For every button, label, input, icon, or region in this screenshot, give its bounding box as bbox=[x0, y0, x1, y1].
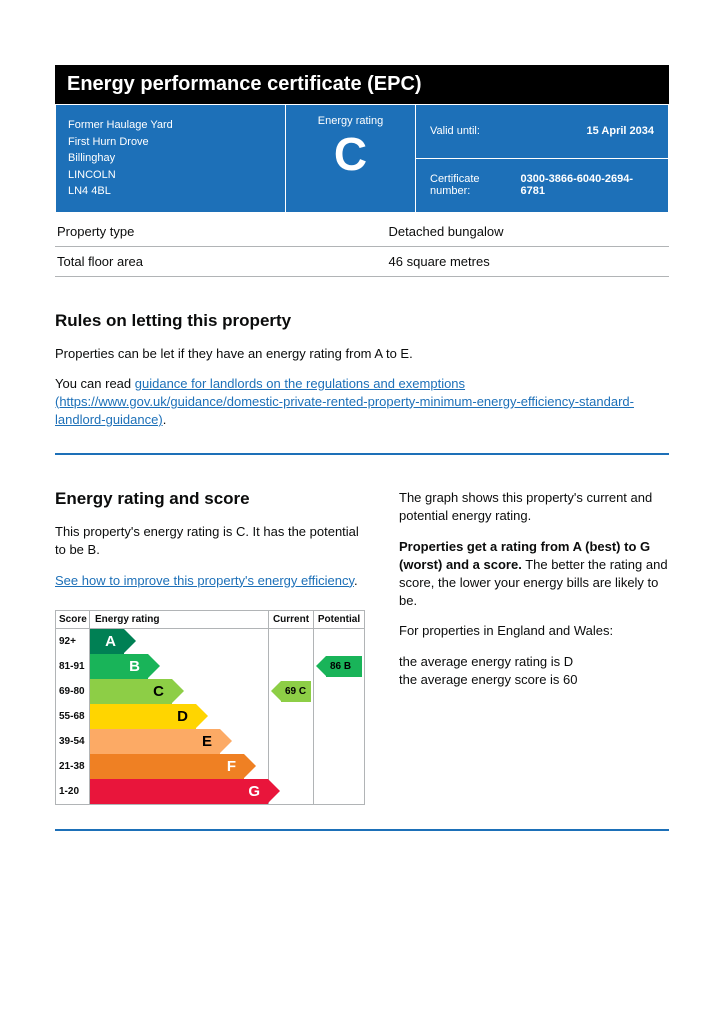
page-title: Energy performance certificate (EPC) bbox=[55, 65, 669, 104]
band-potential-cell bbox=[314, 629, 364, 654]
property-value: Detached bungalow bbox=[387, 217, 669, 247]
band-bar: F bbox=[90, 754, 244, 779]
band-bar-cell: E bbox=[90, 729, 269, 754]
valid-until-row: Valid until: 15 April 2034 bbox=[416, 105, 668, 158]
band-current-cell bbox=[269, 754, 314, 779]
letting-text-2-post: . bbox=[163, 412, 167, 427]
address-line: Billinghay bbox=[68, 152, 115, 164]
valid-until-value: 15 April 2034 bbox=[587, 125, 654, 137]
certificate-number-row: Certificate number: 0300-3866-6040-2694-… bbox=[416, 158, 668, 212]
landlord-guidance-link[interactable]: guidance for landlords on the regulation… bbox=[55, 376, 634, 427]
band-letter: F bbox=[227, 758, 244, 775]
chart-band-row: 39-54 E bbox=[56, 729, 364, 754]
band-score: 1-20 bbox=[56, 779, 90, 804]
band-potential-cell bbox=[314, 779, 364, 804]
chart-explain-1: The graph shows this property's current … bbox=[399, 489, 669, 525]
address-postcode: LN4 4BL bbox=[68, 185, 111, 197]
band-bar-cell: G bbox=[90, 779, 269, 804]
band-potential-cell bbox=[314, 729, 364, 754]
chart-explain-3: For properties in England and Wales: bbox=[399, 622, 669, 640]
chart-band-row: 21-38 F bbox=[56, 754, 364, 779]
property-details-table: Property typeDetached bungalowTotal floo… bbox=[55, 217, 669, 277]
letting-text-1: Properties can be let if they have an en… bbox=[55, 345, 669, 363]
avg-rating-line: the average energy rating is D bbox=[399, 653, 669, 671]
valid-until-label: Valid until: bbox=[430, 125, 480, 137]
letting-text-2: You can read guidance for landlords on t… bbox=[55, 375, 669, 430]
band-current-cell: 69 C bbox=[269, 679, 314, 704]
band-score: 21-38 bbox=[56, 754, 90, 779]
band-bar-cell: F bbox=[90, 754, 269, 779]
current-marker: 69 C bbox=[281, 681, 311, 702]
potential-marker: 86 B bbox=[326, 656, 362, 677]
summary-panel: Former Haulage Yard First Hurn Drove Bil… bbox=[55, 104, 669, 213]
band-letter: B bbox=[129, 658, 148, 675]
chart-header: Score Energy rating Current Potential bbox=[56, 611, 364, 629]
band-potential-cell bbox=[314, 754, 364, 779]
band-current-cell bbox=[269, 654, 314, 679]
chart-explain-2: Properties get a rating from A (best) to… bbox=[399, 538, 669, 611]
chart-band-row: 55-68 D bbox=[56, 704, 364, 729]
band-bar-cell: C bbox=[90, 679, 269, 704]
band-bar: G bbox=[90, 779, 268, 804]
band-letter: A bbox=[105, 633, 124, 650]
col-current: Current bbox=[269, 611, 314, 628]
chart-band-row: 92+ A bbox=[56, 629, 364, 654]
band-score: 39-54 bbox=[56, 729, 90, 754]
col-score: Score bbox=[56, 611, 90, 628]
certificate-number-value: 0300-3866-6040-2694-6781 bbox=[521, 173, 654, 197]
property-key: Total floor area bbox=[55, 246, 387, 276]
band-bar-cell: B bbox=[90, 654, 269, 679]
property-row: Property typeDetached bungalow bbox=[55, 217, 669, 247]
address-line: Former Haulage Yard bbox=[68, 119, 173, 131]
energy-rating-box: Energy rating C bbox=[286, 105, 416, 212]
band-bar: D bbox=[90, 704, 196, 729]
band-bar-cell: A bbox=[90, 629, 269, 654]
property-value: 46 square metres bbox=[387, 246, 669, 276]
rating-summary-text: This property's energy rating is C. It h… bbox=[55, 523, 365, 559]
chart-band-row: 69-80 C 69 C bbox=[56, 679, 364, 704]
energy-rating-label: Energy rating bbox=[286, 115, 415, 127]
epc-rating-chart: Score Energy rating Current Potential 92… bbox=[55, 610, 365, 805]
band-letter: D bbox=[177, 708, 196, 725]
address-line: LINCOLN bbox=[68, 169, 116, 181]
energy-rating-letter: C bbox=[286, 131, 415, 177]
band-bar-cell: D bbox=[90, 704, 269, 729]
band-bar: E bbox=[90, 729, 220, 754]
band-potential-cell: 86 B bbox=[314, 654, 364, 679]
address-line: First Hurn Drove bbox=[68, 136, 149, 148]
band-bar: C bbox=[90, 679, 172, 704]
property-row: Total floor area46 square metres bbox=[55, 246, 669, 276]
band-score: 69-80 bbox=[56, 679, 90, 704]
avg-score-line: the average energy score is 60 bbox=[399, 671, 669, 689]
band-bar: A bbox=[90, 629, 124, 654]
col-potential: Potential bbox=[314, 611, 364, 628]
property-key: Property type bbox=[55, 217, 387, 247]
band-current-cell bbox=[269, 704, 314, 729]
band-potential-cell bbox=[314, 679, 364, 704]
band-bar: B bbox=[90, 654, 148, 679]
rating-score-heading: Energy rating and score bbox=[55, 489, 365, 509]
improve-efficiency-link[interactable]: See how to improve this property's energ… bbox=[55, 573, 354, 588]
chart-band-row: 1-20 G bbox=[56, 779, 364, 804]
band-score: 55-68 bbox=[56, 704, 90, 729]
band-potential-cell bbox=[314, 704, 364, 729]
address-block: Former Haulage Yard First Hurn Drove Bil… bbox=[56, 105, 286, 212]
section-divider bbox=[55, 829, 669, 831]
band-letter: E bbox=[202, 733, 220, 750]
letting-heading: Rules on letting this property bbox=[55, 311, 669, 331]
band-letter: G bbox=[248, 783, 268, 800]
band-letter: C bbox=[153, 683, 172, 700]
band-current-cell bbox=[269, 629, 314, 654]
band-score: 92+ bbox=[56, 629, 90, 654]
band-current-cell bbox=[269, 729, 314, 754]
col-rating: Energy rating bbox=[90, 611, 269, 628]
letting-text-2-pre: You can read bbox=[55, 376, 135, 391]
band-score: 81-91 bbox=[56, 654, 90, 679]
chart-band-row: 81-91 B 86 B bbox=[56, 654, 364, 679]
certificate-number-label: Certificate number: bbox=[430, 173, 521, 197]
